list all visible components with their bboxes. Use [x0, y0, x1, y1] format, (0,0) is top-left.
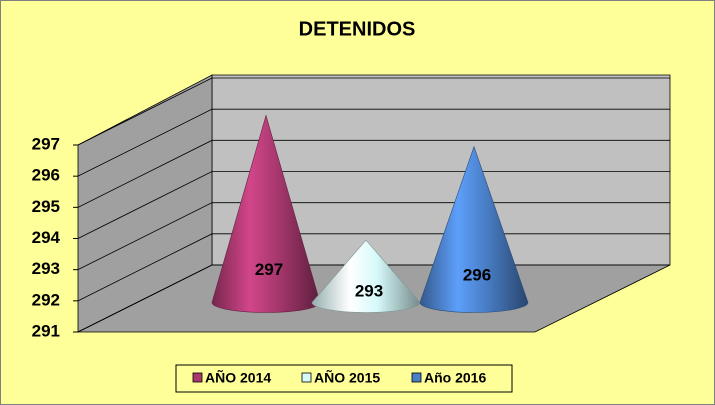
y-tick-label: 294: [32, 228, 61, 247]
chart-title: DETENIDOS: [299, 18, 416, 40]
grid-line: [77, 233, 670, 302]
value-label: 297: [255, 260, 283, 279]
cone: [311, 239, 421, 313]
cone: [419, 145, 529, 313]
grid-line: [77, 139, 670, 208]
grid-line: [77, 171, 670, 239]
grid-line: [77, 77, 670, 146]
grid-line: [77, 264, 670, 333]
y-tick-label: 296: [32, 166, 60, 185]
grid-line: [77, 202, 670, 271]
value-label: 296: [463, 265, 491, 284]
legend-label: AÑO 2014: [205, 369, 271, 386]
value-label: 293: [355, 281, 383, 300]
y-tick-label: 295: [32, 197, 60, 216]
legend-marker: [411, 372, 422, 383]
y-tick-label: 297: [32, 134, 60, 153]
legend-marker: [301, 372, 312, 383]
legend-label: Año 2016: [424, 370, 486, 386]
legend-marker: [192, 372, 203, 383]
y-tick-label: 292: [32, 290, 60, 309]
y-tick-label: 293: [32, 259, 60, 278]
legend: [175, 364, 513, 393]
legend-label: AÑO 2015: [314, 369, 380, 386]
grid-line: [77, 108, 670, 177]
y-tick-label: 291: [32, 321, 60, 340]
